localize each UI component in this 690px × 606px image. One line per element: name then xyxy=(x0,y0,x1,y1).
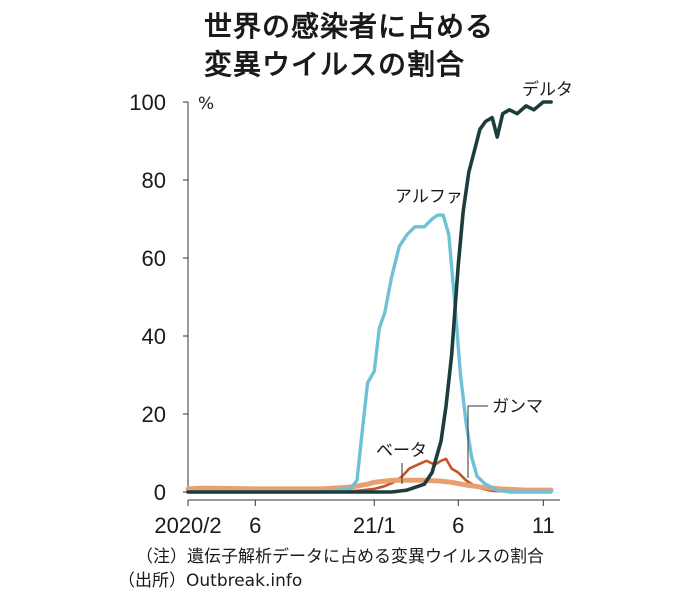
y-tick-label: 40 xyxy=(142,324,166,349)
chart-title-line-1: 世界の感染者に占める xyxy=(204,10,495,43)
series-line xyxy=(186,213,553,494)
x-tick-label: 11 xyxy=(532,513,555,538)
series-line xyxy=(185,477,554,493)
source-note: （出所）Outbreak.info xyxy=(118,571,303,591)
y-tick-label: 60 xyxy=(142,246,166,271)
series-line xyxy=(186,100,553,494)
series-label: ガンマ xyxy=(492,397,543,417)
y-tick-label: 80 xyxy=(142,168,166,193)
x-tick-label: 21/1 xyxy=(353,513,396,538)
y-tick-label: 0 xyxy=(154,480,166,505)
x-tick-label: 2020/2 xyxy=(154,513,221,538)
y-axis-unit: % xyxy=(198,94,214,114)
x-axis: 2020/2 6 21/1 6 11 xyxy=(154,499,560,538)
y-tick-label: 20 xyxy=(142,402,166,427)
series-lines xyxy=(185,100,554,494)
series-label: ベータ xyxy=(376,441,427,461)
y-axis: 0 20 40 60 80 100% xyxy=(129,90,214,505)
chart-title-line-2: 変異ウイルスの割合 xyxy=(204,48,466,81)
gamma-leader-line xyxy=(467,405,488,478)
series-label: デルタ xyxy=(522,79,573,100)
x-tick-label: 6 xyxy=(249,513,261,538)
footnote: （注）遺伝子解析データに占める変異ウイルスの割合 xyxy=(136,547,544,567)
y-tick-label: 100 xyxy=(129,90,166,115)
series-label: アルファ xyxy=(395,187,463,207)
x-tick-label: 6 xyxy=(452,513,464,538)
